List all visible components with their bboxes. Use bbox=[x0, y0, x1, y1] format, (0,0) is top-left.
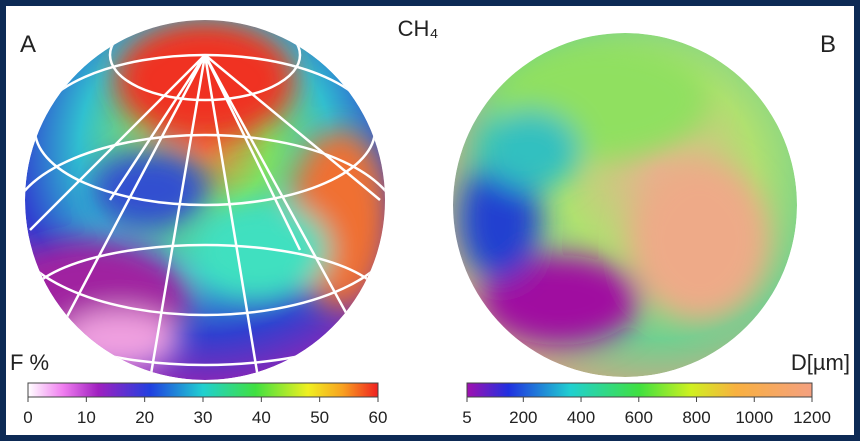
sphere-b bbox=[453, 33, 797, 377]
figure: CH₄ A B F % D[µm] 0 10 20 30 40 50 60 5 200 400 60… bbox=[0, 0, 860, 441]
tick-label: 200 bbox=[509, 408, 537, 427]
tick-label: 1000 bbox=[735, 408, 773, 427]
page: CH₄ A B F % D[µm] 0 10 20 30 40 50 60 5 200 400 60… bbox=[0, 0, 860, 441]
tick-label: 40 bbox=[252, 408, 271, 427]
tick-label: 60 bbox=[369, 408, 388, 427]
tick-label: 400 bbox=[567, 408, 595, 427]
panel-label: A bbox=[20, 31, 36, 58]
tick-label: 10 bbox=[77, 408, 96, 427]
colorbar-label: F % bbox=[10, 350, 49, 375]
tick-label: 50 bbox=[310, 408, 329, 427]
title: CH₄ bbox=[398, 16, 439, 41]
tick-label: 600 bbox=[625, 408, 653, 427]
tick-label: 1200 bbox=[793, 408, 831, 427]
tick-label: 0 bbox=[23, 408, 32, 427]
tick-label: 30 bbox=[194, 408, 213, 427]
panel-label: B bbox=[820, 31, 836, 58]
tick-label: 20 bbox=[135, 408, 154, 427]
colorbar bbox=[467, 383, 812, 397]
tick-label: 5 bbox=[462, 408, 471, 427]
colorbar-label: D[µm] bbox=[791, 350, 850, 375]
tick-label: 800 bbox=[682, 408, 710, 427]
colorbar bbox=[28, 383, 378, 397]
